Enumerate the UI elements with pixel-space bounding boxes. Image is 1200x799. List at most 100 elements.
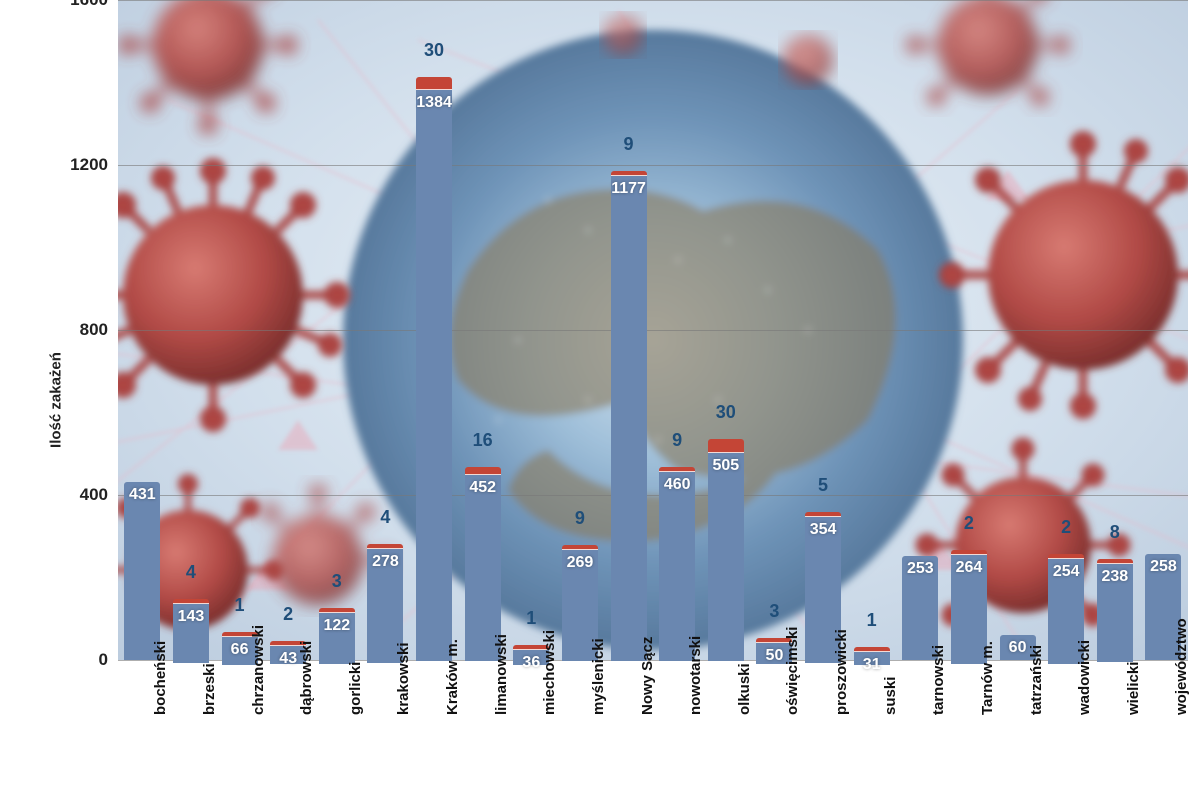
bar-stack: 16452 <box>465 467 501 660</box>
bar-group: 9460 <box>659 467 695 660</box>
bar-top-label: 2 <box>258 604 318 625</box>
y-tick-label: 1200 <box>28 155 108 175</box>
bar-value-label: 460 <box>664 476 691 494</box>
bar-segment-blue: 452 <box>465 475 501 661</box>
y-tick-label: 1600 <box>28 0 108 10</box>
bar-stack: 131 <box>854 647 890 660</box>
x-tick-label: dąbrowski <box>298 679 315 715</box>
bar-top-label: 3 <box>744 601 804 622</box>
x-tick-label: proszowicki <box>833 679 850 715</box>
bar-stack: 4143 <box>173 599 209 660</box>
bar-value-label: 60 <box>1009 639 1027 657</box>
x-tick-label: gorlicki <box>347 679 364 715</box>
chart-container: Ilość zakażeń 040080012001600 4314143166… <box>0 0 1200 799</box>
bar-segment-red <box>465 467 501 475</box>
x-tick-label: myślenicki <box>590 679 607 715</box>
x-labels-container: bocheńskibrzeskichrzanowskidąbrowskigorl… <box>118 665 1188 682</box>
x-tick-label: Nowy Sącz <box>639 679 656 715</box>
x-tick-label: Kraków m. <box>444 679 461 715</box>
bar-group: 91177 <box>611 171 647 660</box>
bar-group: 8238 <box>1097 559 1133 660</box>
bar-value-label: 269 <box>567 554 594 572</box>
bar-top-label: 16 <box>453 430 513 451</box>
x-tick-label: brzeski <box>201 679 218 715</box>
plot-area: 4314143166243312242783013841645213692699… <box>118 0 1188 660</box>
x-tick-label: krakowski <box>395 679 412 715</box>
bar-value-label: 254 <box>1053 563 1080 581</box>
bar-top-label: 9 <box>550 508 610 529</box>
bar-top-label: 8 <box>1085 522 1145 543</box>
y-tick-label: 0 <box>28 650 108 670</box>
bar-group: 16452 <box>465 467 501 660</box>
x-tick-label: olkuski <box>736 679 753 715</box>
bar-value-label: 431 <box>129 486 156 504</box>
bar-value-label: 264 <box>956 559 983 577</box>
x-tick-label: województwo <box>1173 679 1190 715</box>
bar-value-label: 143 <box>178 608 205 626</box>
bar-group: 131 <box>854 647 890 660</box>
bar-top-label: 9 <box>647 430 707 451</box>
bar-value-label: 50 <box>766 647 784 665</box>
y-tick-label: 400 <box>28 485 108 505</box>
x-tick-label: tarnowski <box>930 679 947 715</box>
bar-segment-blue: 1384 <box>416 90 452 661</box>
bar-segment-blue: 460 <box>659 472 695 662</box>
y-tick-label: 800 <box>28 320 108 340</box>
bar-value-label: 238 <box>1101 568 1128 586</box>
bar-segment-red <box>416 77 452 90</box>
bar-group: 30505 <box>708 439 744 660</box>
bar-top-label: 5 <box>793 475 853 496</box>
x-tick-label: limanowski <box>493 679 510 715</box>
bar-stack: 3122 <box>319 608 355 660</box>
bar-value-label: 66 <box>231 641 249 659</box>
bar-value-label: 505 <box>712 457 739 475</box>
bar-top-label: 3 <box>307 571 367 592</box>
bar-top-label: 4 <box>355 507 415 528</box>
bar-top-label: 1 <box>501 608 561 629</box>
x-tick-label: oświęcimski <box>784 679 801 715</box>
bar-value-label: 122 <box>323 617 350 635</box>
y-axis-label: Ilość zakażeń <box>47 352 64 448</box>
bar-top-label: 2 <box>939 513 999 534</box>
bar-group: 431 <box>124 482 160 660</box>
bar-top-label: 30 <box>404 40 464 61</box>
x-tick-label: wielicki <box>1125 679 1142 715</box>
x-tick-label: wadowicki <box>1076 679 1093 715</box>
x-tick-label: nowotarski <box>687 679 704 715</box>
x-tick-label: miechowski <box>541 679 558 715</box>
bar-value-label: 258 <box>1150 558 1177 576</box>
bar-value-label: 452 <box>469 479 496 497</box>
bar-group: 4143 <box>173 599 209 660</box>
bar-segment-blue: 122 <box>319 613 355 663</box>
bar-stack: 301384 <box>416 77 452 660</box>
bar-value-label: 354 <box>810 521 837 539</box>
bar-value-label: 278 <box>372 553 399 571</box>
bar-stack: 91177 <box>611 171 647 660</box>
bars-container: 4314143166243312242783013841645213692699… <box>118 0 1188 660</box>
bar-segment-blue: 143 <box>173 604 209 663</box>
bar-segment-blue: 238 <box>1097 564 1133 662</box>
bar-segment-blue: 431 <box>124 482 160 660</box>
bar-top-label: 1 <box>842 610 902 631</box>
bar-segment-blue: 1177 <box>611 176 647 662</box>
bar-top-label: 4 <box>161 562 221 583</box>
bar-segment-blue: 505 <box>708 453 744 661</box>
x-tick-label: chrzanowski <box>250 679 267 715</box>
bar-stack: 9460 <box>659 467 695 660</box>
x-tick-label: bocheński <box>152 679 169 715</box>
bar-top-label: 30 <box>696 402 756 423</box>
bar-value-label: 253 <box>907 560 934 578</box>
x-tick-label: suski <box>882 679 899 715</box>
bar-group: 301384 <box>416 77 452 660</box>
bar-stack: 8238 <box>1097 559 1133 660</box>
bar-stack: 30505 <box>708 439 744 660</box>
bar-segment-blue: 31 <box>854 652 890 665</box>
bar-stack: 431 <box>124 482 160 660</box>
bar-value-label: 1177 <box>611 180 646 198</box>
bar-segment-red <box>708 439 744 452</box>
bar-value-label: 1384 <box>416 94 452 112</box>
bar-top-label: 9 <box>599 134 659 155</box>
x-tick-label: tatrzański <box>1028 679 1045 715</box>
bar-group: 3122 <box>319 608 355 660</box>
x-tick-label: Tarnów m. <box>979 679 996 715</box>
